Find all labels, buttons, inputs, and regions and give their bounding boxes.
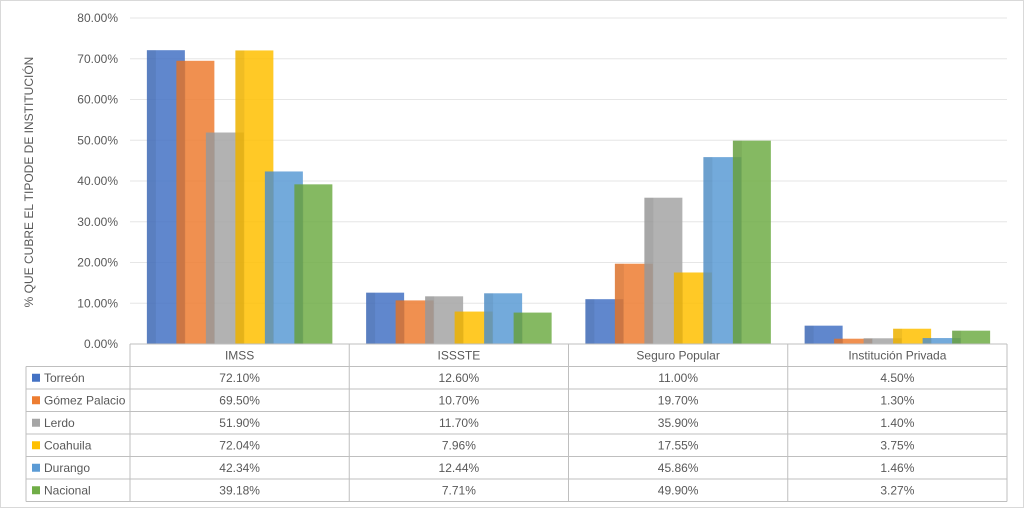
data-label: 1.40% bbox=[880, 416, 914, 430]
legend-swatch bbox=[32, 418, 40, 427]
data-label: 72.10% bbox=[219, 371, 260, 385]
category-label: Institución Privada bbox=[848, 348, 946, 362]
legend-label: Gómez Palacio bbox=[44, 393, 126, 407]
data-label: 45.86% bbox=[658, 461, 699, 475]
y-tick-label: 20.00% bbox=[77, 256, 118, 270]
bar-nacional bbox=[952, 330, 991, 344]
data-label: 7.96% bbox=[442, 438, 476, 452]
category-label: Seguro Popular bbox=[636, 348, 719, 362]
y-tick-label: 60.00% bbox=[77, 93, 118, 107]
bar-side-shade bbox=[146, 50, 156, 344]
y-tick-label: 40.00% bbox=[77, 174, 118, 188]
data-label: 1.30% bbox=[880, 393, 914, 407]
data-label: 3.75% bbox=[880, 438, 914, 452]
bar-side-shade bbox=[863, 338, 873, 344]
data-label: 12.44% bbox=[439, 461, 480, 475]
data-label: 69.50% bbox=[219, 393, 260, 407]
data-label: 11.70% bbox=[439, 416, 479, 430]
data-label: 1.46% bbox=[880, 461, 914, 475]
bar-side-shade bbox=[264, 171, 274, 344]
legend-swatch bbox=[32, 486, 40, 495]
bar-side-shade bbox=[703, 157, 713, 344]
data-label: 4.50% bbox=[880, 371, 914, 385]
bar-coahuila bbox=[893, 328, 932, 344]
legend-label: Lerdo bbox=[44, 416, 75, 430]
bar-side-shade bbox=[395, 300, 405, 344]
data-label: 19.70% bbox=[658, 393, 699, 407]
bar-side-shade bbox=[922, 338, 932, 344]
bar-side-shade bbox=[205, 132, 215, 344]
bar-side-shade bbox=[425, 296, 435, 344]
y-tick-label: 80.00% bbox=[77, 11, 118, 25]
data-label: 10.70% bbox=[439, 393, 480, 407]
bar-side-shade bbox=[513, 312, 523, 344]
data-label: 17.55% bbox=[658, 438, 699, 452]
data-label: 3.27% bbox=[880, 483, 914, 497]
bar-side-shade bbox=[834, 338, 844, 344]
bar-lerdo bbox=[863, 338, 902, 344]
bar-side-shade bbox=[952, 330, 962, 344]
data-label: 49.90% bbox=[658, 483, 699, 497]
bar-nacional bbox=[294, 184, 333, 344]
y-tick-label: 70.00% bbox=[77, 52, 118, 66]
legend-label: Durango bbox=[44, 461, 90, 475]
bar-side-shade bbox=[614, 263, 624, 344]
bar-side-shade bbox=[585, 299, 595, 344]
y-tick-label: 10.00% bbox=[77, 296, 118, 310]
bar-side-shade bbox=[454, 311, 464, 344]
y-axis-label: % QUE CUBRE EL TIPODE DE INSTITUCIÓN bbox=[21, 57, 36, 308]
bar-side-shade bbox=[673, 272, 683, 344]
bar-side-shade bbox=[484, 293, 494, 344]
bar-side-shade bbox=[893, 328, 903, 344]
bar-side-shade bbox=[804, 325, 814, 344]
data-label: 35.90% bbox=[658, 416, 699, 430]
y-tick-label: 30.00% bbox=[77, 215, 118, 229]
bar-side-shade bbox=[366, 292, 376, 344]
data-label: 39.18% bbox=[219, 483, 260, 497]
legend-label: Torreón bbox=[44, 371, 85, 385]
bar-durango bbox=[922, 338, 961, 344]
data-label: 51.90% bbox=[219, 416, 260, 430]
legend-swatch bbox=[32, 396, 40, 405]
bar-gómez-palacio bbox=[834, 338, 873, 344]
data-label: 12.60% bbox=[439, 371, 480, 385]
y-tick-label: 0.00% bbox=[84, 337, 118, 351]
data-label: 72.04% bbox=[219, 438, 260, 452]
category-label: ISSSTE bbox=[438, 348, 481, 362]
y-tick-label: 50.00% bbox=[77, 133, 118, 147]
data-label: 7.71% bbox=[442, 483, 476, 497]
bar-side-shade bbox=[732, 140, 742, 344]
data-label: 42.34% bbox=[219, 461, 260, 475]
legend-swatch bbox=[32, 373, 40, 382]
data-label: 11.00% bbox=[658, 371, 698, 385]
bar-nacional bbox=[732, 140, 771, 344]
bar-nacional bbox=[513, 312, 552, 344]
bar-torreón bbox=[804, 325, 843, 344]
bar-side-shade bbox=[176, 60, 186, 344]
bar-side-shade bbox=[235, 50, 245, 344]
category-label: IMSS bbox=[225, 348, 254, 362]
legend-label: Coahuila bbox=[44, 438, 92, 452]
legend-label: Nacional bbox=[44, 483, 91, 497]
legend-swatch bbox=[32, 463, 40, 472]
bar-side-shade bbox=[294, 184, 304, 344]
legend-swatch bbox=[32, 441, 40, 450]
bar-side-shade bbox=[644, 197, 654, 344]
